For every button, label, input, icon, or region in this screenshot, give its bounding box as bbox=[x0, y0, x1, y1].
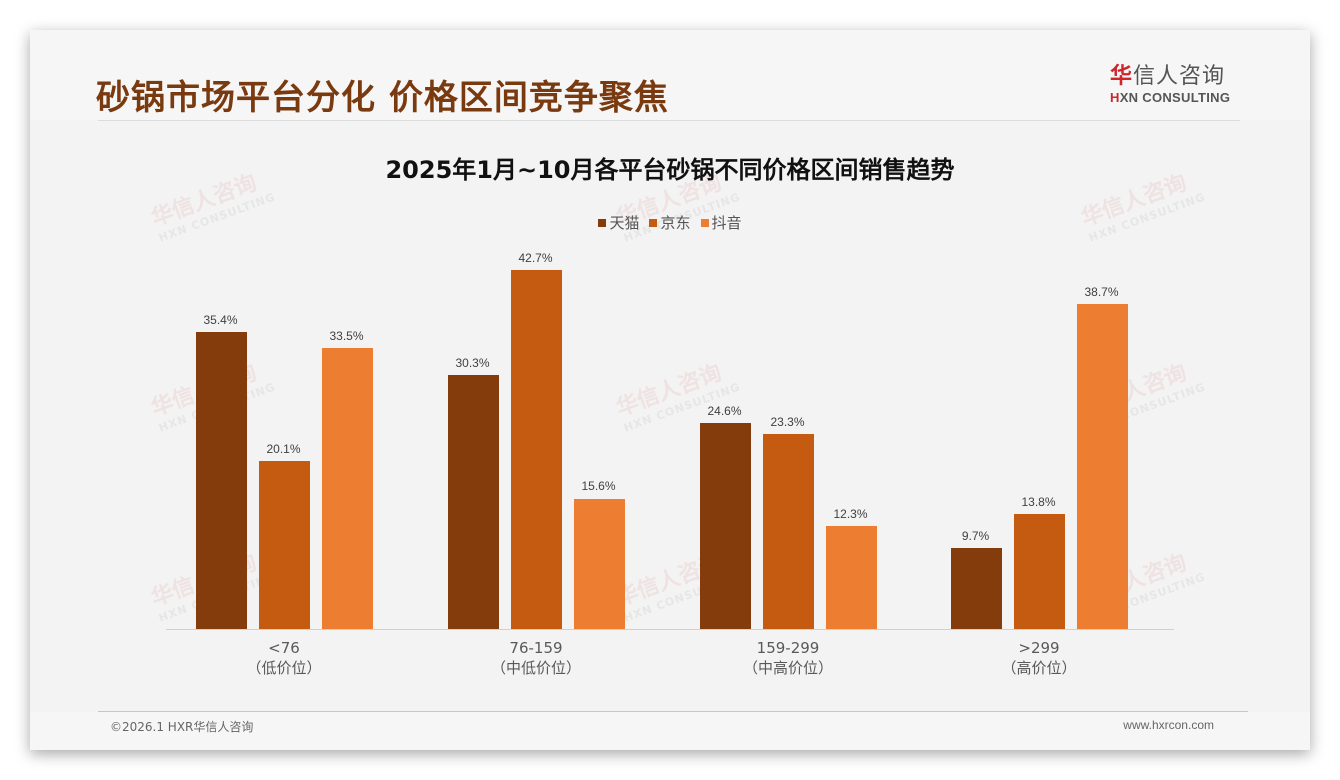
bar-value-label: 13.8% bbox=[1021, 494, 1056, 509]
bar bbox=[573, 498, 625, 630]
chart-legend: 天猫 京东 抖音 bbox=[30, 212, 1310, 233]
bar bbox=[1076, 303, 1128, 630]
x-axis-category-label: >299 （高价位） bbox=[1001, 639, 1077, 677]
bar bbox=[825, 526, 877, 630]
footer-website: www.hxrcon.com bbox=[1123, 718, 1214, 732]
footer-band bbox=[30, 712, 1310, 750]
bar bbox=[762, 433, 814, 630]
legend-swatch-icon bbox=[700, 218, 709, 227]
slide: 华信人咨询 HXN CONSULTING 华信人咨询 HXN CONSULTING … bbox=[30, 30, 1310, 750]
x-axis-category-label: 76-159 （中低价位） bbox=[490, 639, 581, 677]
bar bbox=[447, 374, 499, 630]
plot-area: 35.4% 20.1% 33.5% 30.3% 42.7% 15.6% 24.6% 23.3%… bbox=[166, 220, 1174, 630]
bar bbox=[510, 270, 562, 630]
chart-title: 2025年1月~10月各平台砂锅不同价格区间销售趋势 bbox=[385, 156, 955, 184]
bar-value-label: 12.3% bbox=[833, 507, 868, 522]
logo-chinese: 华信人咨询 bbox=[1110, 64, 1226, 89]
legend-item-jd: 京东 bbox=[649, 212, 691, 233]
header-band bbox=[30, 30, 1310, 120]
bar-value-label: 33.5% bbox=[329, 328, 364, 343]
x-axis-category-label: 159-299 （中高价位） bbox=[742, 639, 833, 677]
bar bbox=[699, 422, 751, 630]
bar bbox=[1013, 513, 1065, 630]
bar-value-label: 38.7% bbox=[1084, 284, 1119, 299]
bar bbox=[195, 331, 247, 630]
bar-value-label: 15.6% bbox=[581, 479, 616, 494]
footer-divider bbox=[98, 711, 1248, 712]
footer-copyright: ©2026.1 HXR华信人咨询 bbox=[110, 720, 254, 734]
bar-value-label: 23.3% bbox=[770, 414, 805, 429]
header-divider bbox=[98, 120, 1240, 121]
bar bbox=[950, 548, 1002, 630]
bar-value-label: 42.7% bbox=[518, 251, 553, 266]
bar-value-label: 24.6% bbox=[707, 403, 742, 418]
bar-value-label: 20.1% bbox=[266, 441, 301, 456]
bar bbox=[258, 460, 310, 630]
legend-item-douyin: 抖音 bbox=[700, 212, 742, 233]
bar-value-label: 9.7% bbox=[961, 529, 990, 544]
bar-value-label: 30.3% bbox=[455, 355, 490, 370]
logo-english: HXN CONSULTING bbox=[1110, 90, 1231, 105]
x-axis-category-label: <76 （低价位） bbox=[246, 639, 322, 677]
bar-value-label: 35.4% bbox=[203, 312, 238, 327]
company-logo: 华信人咨询 HXN CONSULTING bbox=[1110, 64, 1250, 106]
legend-item-tmall: 天猫 bbox=[598, 212, 639, 233]
bar bbox=[321, 347, 373, 630]
page-title: 砂锅市场平台分化 价格区间竞争聚焦 bbox=[96, 78, 669, 118]
legend-swatch-icon bbox=[649, 218, 658, 227]
x-axis-line bbox=[166, 629, 1174, 630]
legend-swatch-icon bbox=[598, 218, 607, 227]
